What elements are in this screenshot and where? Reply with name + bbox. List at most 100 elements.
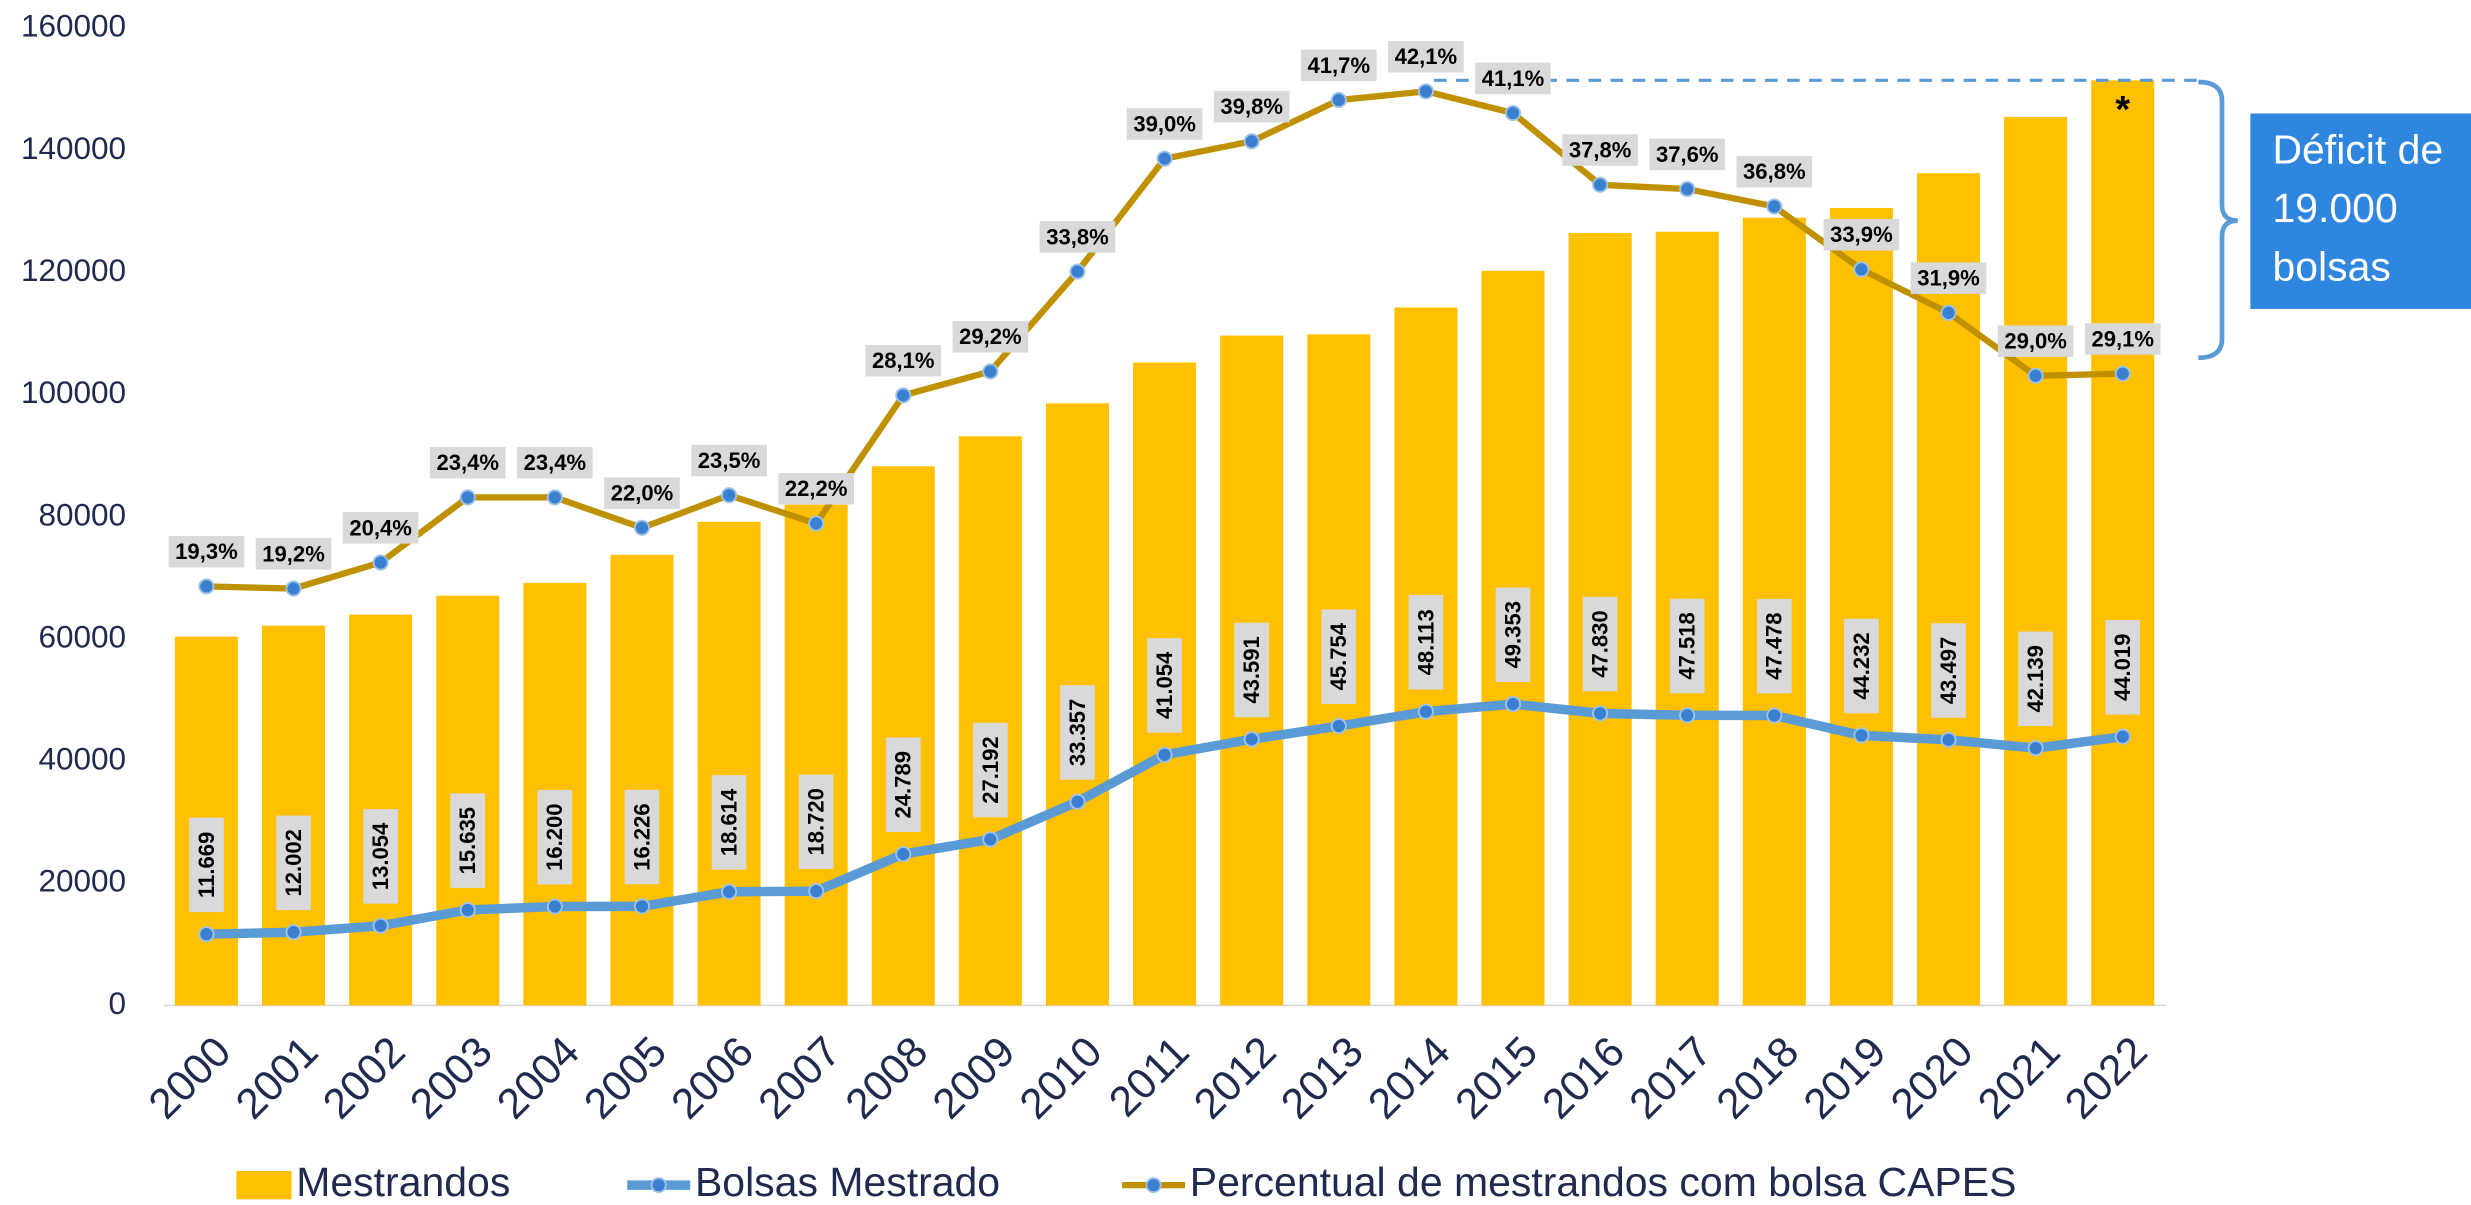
marker bbox=[1243, 731, 1260, 748]
marker bbox=[982, 831, 999, 848]
data-label: 47.478 bbox=[1762, 612, 1787, 679]
marker bbox=[1330, 718, 1347, 735]
data-label: 22,0% bbox=[611, 481, 674, 506]
marker bbox=[2114, 365, 2131, 382]
data-label: 41.054 bbox=[1152, 651, 1177, 719]
data-label: 44.019 bbox=[2110, 634, 2135, 701]
y-tick-label: 40000 bbox=[38, 741, 126, 777]
x-tick-label: 2016 bbox=[1533, 1028, 1634, 1129]
marker bbox=[2027, 367, 2044, 384]
data-label: 29,0% bbox=[2004, 329, 2067, 354]
deficit-text: bolsas bbox=[2272, 243, 2390, 289]
label-box bbox=[1126, 108, 1203, 140]
label-box bbox=[1039, 221, 1116, 253]
x-tick-label: 2009 bbox=[923, 1028, 1024, 1129]
marker bbox=[1679, 707, 1696, 724]
x-tick-label: 2008 bbox=[836, 1028, 937, 1129]
deficit-brace bbox=[2198, 79, 2238, 361]
marker bbox=[1504, 696, 1522, 713]
marker bbox=[546, 489, 563, 506]
label-box bbox=[363, 809, 398, 904]
x-tick-label: 2012 bbox=[1185, 1028, 1286, 1129]
marker bbox=[895, 387, 912, 404]
data-label: 29,2% bbox=[959, 324, 1022, 349]
marker bbox=[372, 554, 389, 571]
data-label: 22,2% bbox=[785, 476, 848, 501]
label-box bbox=[711, 775, 747, 870]
marker bbox=[1069, 263, 1086, 280]
label-box bbox=[1756, 598, 1792, 694]
x-tick-label: 2019 bbox=[1794, 1028, 1895, 1129]
label-box bbox=[885, 737, 921, 833]
label-box bbox=[1408, 595, 1444, 690]
bar bbox=[1917, 173, 1981, 1006]
data-label: 15.635 bbox=[455, 807, 480, 874]
marker bbox=[633, 519, 650, 536]
x-tick-label: 2022 bbox=[2056, 1028, 2157, 1129]
star: * bbox=[2115, 89, 2130, 131]
legend-marker bbox=[1145, 1177, 1162, 1194]
legend-swatch bbox=[236, 1170, 292, 1200]
x-tick-label: 2005 bbox=[575, 1028, 676, 1129]
y-tick-label: 0 bbox=[109, 985, 127, 1021]
bar bbox=[784, 504, 848, 1006]
y-tick-label: 120000 bbox=[21, 252, 126, 288]
data-label: 16.226 bbox=[629, 803, 654, 870]
label-box bbox=[798, 774, 834, 870]
marker bbox=[1940, 731, 1957, 748]
marker bbox=[1853, 261, 1870, 278]
label-box bbox=[342, 512, 419, 544]
label-box bbox=[1669, 598, 1705, 694]
x-tick-label: 2004 bbox=[488, 1028, 589, 1129]
x-tick-label: 2021 bbox=[1969, 1028, 2070, 1129]
data-label: 27.192 bbox=[978, 736, 1003, 803]
label-box bbox=[1562, 134, 1638, 166]
label-box bbox=[952, 321, 1029, 353]
marker bbox=[372, 917, 389, 934]
y-tick-label: 160000 bbox=[21, 8, 126, 44]
data-label: 48.113 bbox=[1413, 609, 1438, 675]
label-box bbox=[1997, 325, 2074, 357]
data-label: 23,4% bbox=[436, 450, 499, 475]
marker bbox=[1156, 150, 1173, 167]
deficit-box bbox=[2250, 113, 2471, 309]
y-tick-label: 100000 bbox=[21, 374, 126, 410]
label-box bbox=[2018, 631, 2053, 727]
data-label: 37,8% bbox=[1569, 137, 1632, 162]
y-tick-label: 140000 bbox=[21, 130, 126, 166]
label-box bbox=[1147, 638, 1182, 733]
data-label: 39,0% bbox=[1133, 111, 1196, 136]
marker bbox=[808, 883, 825, 900]
label-box bbox=[778, 473, 854, 505]
bar bbox=[262, 625, 326, 1006]
label-box bbox=[450, 793, 486, 888]
marker bbox=[1069, 793, 1086, 810]
marker bbox=[1417, 83, 1434, 100]
x-tick-label: 2007 bbox=[749, 1028, 850, 1129]
marker bbox=[982, 363, 999, 380]
bar bbox=[610, 554, 674, 1006]
legend-label: Bolsas Mestrado bbox=[695, 1159, 1000, 1205]
data-label: 13.054 bbox=[368, 822, 393, 890]
marker bbox=[808, 515, 825, 532]
bar bbox=[1829, 207, 1893, 1006]
data-label: 49.353 bbox=[1500, 601, 1525, 668]
label-box bbox=[276, 815, 311, 911]
x-tick-label: 2003 bbox=[401, 1028, 502, 1129]
label-box bbox=[973, 722, 1008, 818]
data-label: 44.232 bbox=[1849, 632, 1874, 699]
data-label: 29,1% bbox=[2091, 326, 2154, 351]
label-box bbox=[1060, 685, 1095, 780]
data-label: 36,8% bbox=[1743, 159, 1806, 184]
data-label: 23,5% bbox=[698, 448, 761, 473]
x-tick-label: 2001 bbox=[227, 1028, 328, 1129]
marker bbox=[285, 580, 302, 597]
data-label: 19,2% bbox=[262, 541, 325, 566]
label-box bbox=[1495, 587, 1531, 683]
deficit-text: 19.000 bbox=[2272, 185, 2397, 231]
marker bbox=[721, 883, 738, 900]
marker bbox=[1243, 133, 1260, 150]
label-box bbox=[429, 446, 506, 479]
label-box bbox=[691, 444, 767, 477]
label-box bbox=[865, 344, 942, 377]
